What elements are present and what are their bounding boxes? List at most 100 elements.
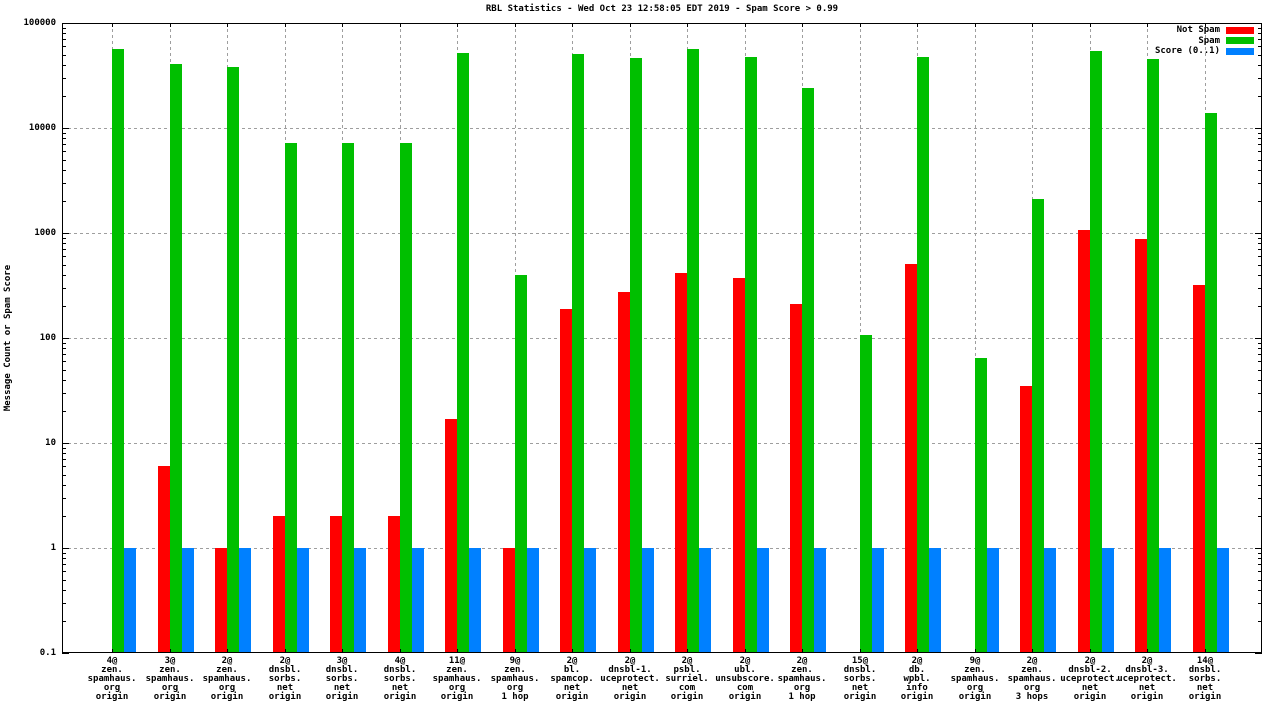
bar-score: [469, 548, 481, 653]
x-tick-label-line: net: [276, 683, 294, 693]
x-tick-label-line: org: [793, 683, 811, 693]
x-tick-bottom: [1147, 649, 1148, 653]
x-tick-bottom: [112, 649, 113, 653]
bar-score: [124, 548, 136, 653]
x-tick-label-line: 2@: [279, 656, 291, 666]
bar-spam: [1032, 199, 1044, 653]
x-tick-label-line: 2@: [1084, 656, 1096, 666]
bar-spam: [802, 88, 814, 653]
y-minor-tick-right: [1258, 151, 1262, 153]
bar-spam: [860, 334, 872, 653]
y-minor-tick-left: [62, 516, 66, 518]
x-tick-label-line: dnsbl.: [383, 665, 417, 675]
bar-not-spam: [273, 516, 285, 653]
x-tick-label-line: unsubscore.: [715, 674, 775, 684]
bar-score: [354, 548, 366, 653]
x-tick-label-line: wpbl.: [903, 674, 931, 684]
y-major-tick-left: [62, 233, 69, 234]
x-tick-label-line: zen.: [446, 665, 468, 675]
y-minor-tick-right: [1258, 589, 1262, 591]
y-minor-tick-right: [1258, 621, 1262, 623]
x-tick-label-line: ubl.: [734, 665, 756, 675]
x-tick-label: 2@ dnsbl-1. uceprotect. net origin: [590, 657, 670, 702]
x-tick-label-line: 9@: [509, 656, 521, 666]
x-tick-label-line: dnsbl.: [268, 665, 302, 675]
x-tick-label-line: 1 hop: [501, 692, 529, 702]
bar-not-spam: [733, 277, 745, 653]
x-tick-label-line: zen.: [504, 665, 526, 675]
y-minor-tick-right: [1258, 392, 1262, 394]
x-tick-label-line: zen.: [216, 665, 238, 675]
x-tick-label-line: uceprotect.: [1117, 674, 1177, 684]
bar-spam: [630, 58, 642, 653]
y-minor-tick-right: [1258, 201, 1262, 203]
x-tick-label-line: org: [966, 683, 984, 693]
x-tick-top: [687, 23, 688, 27]
x-tick-label-line: 2@: [1026, 656, 1038, 666]
bar-not-spam: [618, 291, 630, 653]
x-tick-top: [1205, 23, 1206, 27]
y-minor-tick-left: [62, 77, 66, 79]
x-tick-label-line: spamhaus.: [777, 674, 827, 684]
bar-not-spam: [1193, 285, 1205, 653]
y-tick-label: 0.1: [39, 648, 56, 658]
x-tick-label-line: origin: [210, 692, 244, 702]
x-tick-label-line: net: [1081, 683, 1099, 693]
x-tick-top: [1147, 23, 1148, 27]
bar-not-spam: [503, 548, 515, 653]
x-tick-bottom: [630, 649, 631, 653]
legend-swatch-score: [1226, 47, 1254, 55]
y-minor-tick-right: [1258, 453, 1262, 455]
x-tick-label-line: sorbs.: [383, 674, 417, 684]
x-tick-label-line: zen.: [964, 665, 986, 675]
y-minor-tick-right: [1258, 306, 1262, 308]
y-minor-tick-right: [1258, 459, 1262, 461]
y-minor-tick-right: [1258, 369, 1262, 371]
x-tick-bottom: [400, 649, 401, 653]
y-major-tick-right: [1255, 23, 1262, 24]
x-tick-label-line: sorbs.: [325, 674, 359, 684]
x-tick-top: [1090, 23, 1091, 27]
chart-title: RBL Statistics - Wed Oct 23 12:58:05 EDT…: [485, 4, 839, 14]
y-minor-tick-right: [1258, 411, 1262, 413]
x-tick-label-line: 2@: [739, 656, 751, 666]
bar-score: [1217, 548, 1229, 653]
x-tick-top: [917, 23, 918, 27]
legend-item-spam: Spam: [1155, 36, 1254, 47]
y-minor-tick-left: [62, 571, 66, 573]
y-minor-tick-left: [62, 144, 66, 146]
x-tick-label-line: spamcop.: [550, 674, 594, 684]
y-minor-tick-left: [62, 138, 66, 140]
y-minor-tick-left: [62, 342, 66, 344]
bar-not-spam: [905, 263, 917, 653]
y-minor-tick-left: [62, 379, 66, 381]
plot-area: [62, 23, 1262, 654]
bar-spam: [400, 143, 412, 653]
y-minor-tick-left: [62, 564, 66, 566]
y-minor-tick-right: [1258, 256, 1262, 258]
x-tick-bottom: [687, 649, 688, 653]
y-minor-tick-left: [62, 39, 66, 41]
bar-spam: [572, 53, 584, 653]
y-minor-tick-right: [1258, 96, 1262, 98]
y-tick-label: 100: [39, 333, 56, 343]
bar-not-spam: [790, 304, 802, 653]
x-tick-label-line: origin: [268, 692, 302, 702]
x-tick-label-line: org: [448, 683, 466, 693]
y-tick-label: 10000: [28, 123, 56, 133]
x-tick-bottom: [285, 649, 286, 653]
x-tick-label: 2@ db. wpbl. info origin: [877, 657, 957, 702]
x-tick-label-line: origin: [670, 692, 704, 702]
x-tick-top: [975, 23, 976, 27]
bar-score: [757, 548, 769, 653]
y-minor-tick-left: [62, 64, 66, 66]
x-tick-label-line: 2@: [1141, 656, 1153, 666]
x-tick-label-line: 4@: [394, 656, 406, 666]
y-minor-tick-right: [1258, 46, 1262, 48]
x-tick-bottom: [572, 649, 573, 653]
y-minor-tick-right: [1258, 64, 1262, 66]
bar-spam: [112, 48, 124, 653]
x-tick-label-line: origin: [900, 692, 934, 702]
x-tick-label-line: origin: [1130, 692, 1164, 702]
